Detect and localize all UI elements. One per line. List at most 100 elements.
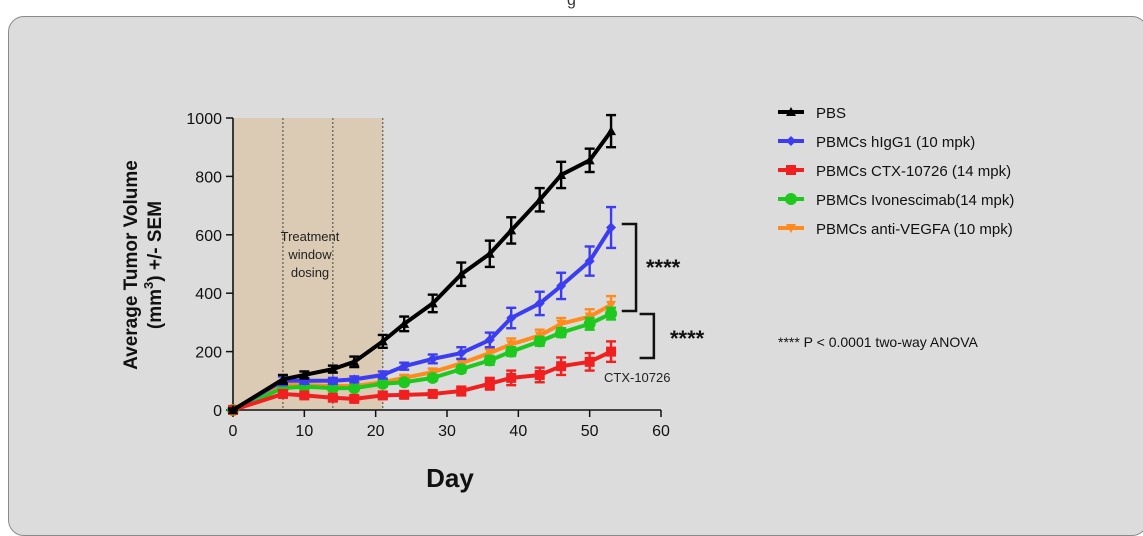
data-point: [348, 382, 361, 395]
data-point: [484, 378, 495, 389]
x-tick-label-10: 10: [295, 423, 313, 440]
data-point: [327, 375, 338, 386]
data-point: [605, 307, 618, 320]
y-tick-label-200: 200: [195, 345, 222, 362]
data-point: [399, 389, 410, 400]
y-tick-label-0: 0: [213, 403, 222, 420]
data-point: [326, 382, 339, 395]
data-point: [399, 318, 410, 328]
y-tick-label-1000: 1000: [186, 111, 222, 128]
data-point: [606, 300, 617, 310]
significance-upper: ****: [646, 255, 681, 280]
legend-label: PBMCs CTX-10726 (14 mpk): [816, 163, 1011, 180]
data-point: [533, 335, 546, 348]
legend-label: PBS: [816, 105, 846, 122]
data-point: [506, 340, 517, 350]
ctx-10726-label: CTX-10726: [604, 370, 670, 385]
legend-item-3: PBMCs Ivonescimab(14 mpk): [778, 192, 1014, 209]
data-point: [349, 356, 360, 366]
treatment-window-label-1: Treatment: [281, 229, 340, 244]
data-point: [327, 392, 338, 403]
data-point: [427, 388, 438, 399]
data-point: [534, 298, 545, 309]
data-point: [556, 280, 567, 291]
legend-item-4: PBMCs anti-VEGFA (10 mpk): [778, 221, 1013, 238]
data-point: [349, 393, 360, 404]
y-axis-label-line1: Average Tumor Volume: [121, 160, 142, 370]
x-tick-label-20: 20: [367, 423, 385, 440]
series-2: [228, 340, 617, 415]
series-1: [228, 205, 617, 415]
y-tick-label-600: 600: [195, 228, 222, 245]
data-point: [377, 369, 388, 380]
y-tick-label-800: 800: [195, 169, 222, 186]
data-point: [299, 390, 310, 401]
data-point: [377, 390, 388, 401]
significance-bracket-lower: [639, 312, 656, 360]
legend: PBS PBMCs hIgG1 (10 mpk) PBMCs CTX-10726 (…: [778, 105, 1014, 238]
y-tick-label-400: 400: [195, 286, 222, 303]
legend-swatch-marker: [786, 224, 796, 233]
data-point: [455, 363, 468, 376]
legend-item-1: PBMCs hIgG1 (10 mpk): [778, 134, 975, 151]
data-point: [556, 319, 567, 329]
data-point: [456, 269, 467, 279]
data-point: [505, 345, 518, 358]
x-tick-label-50: 50: [581, 423, 599, 440]
data-point: [427, 353, 438, 364]
legend-swatch-marker: [785, 193, 797, 205]
data-point: [277, 388, 288, 399]
data-point: [299, 369, 310, 379]
data-point: [456, 386, 467, 397]
treatment-window-label-2: window: [287, 247, 332, 262]
data-point: [556, 169, 567, 179]
data-point: [606, 126, 617, 136]
x-tick-label-40: 40: [509, 423, 527, 440]
data-point: [506, 313, 517, 324]
legend-swatch-marker: [786, 165, 796, 175]
data-point: [483, 354, 496, 367]
data-point: [484, 334, 495, 345]
legend-item-2: PBMCs CTX-10726 (14 mpk): [778, 163, 1011, 180]
data-point: [456, 348, 467, 359]
data-point: [606, 222, 617, 233]
data-point: [534, 194, 545, 204]
data-point: [427, 298, 438, 308]
data-point: [484, 248, 495, 258]
data-point: [327, 364, 338, 374]
y-axis-label: Average Tumor Volume (mm3) +/- SEM: [121, 160, 166, 370]
top-caption: g: [567, 0, 576, 9]
data-point: [506, 372, 517, 383]
legend-label: PBMCs hIgG1 (10 mpk): [816, 134, 975, 151]
x-tick-label-0: 0: [229, 423, 238, 440]
data-point: [606, 346, 617, 357]
data-point: [555, 326, 568, 339]
data-point: [426, 371, 439, 384]
treatment-window-region: [233, 118, 383, 410]
data-point: [484, 349, 495, 359]
x-tick-label-30: 30: [438, 423, 456, 440]
data-point: [583, 317, 596, 330]
series-0: [228, 113, 617, 414]
series-3: [227, 306, 618, 416]
significance-bracket-upper: [621, 222, 638, 313]
data-point: [277, 374, 288, 384]
y-axis-label-line2: (mm3) +/- SEM: [141, 201, 166, 329]
data-point: [377, 336, 388, 346]
significance-lower: ****: [670, 326, 705, 351]
data-point: [556, 361, 567, 372]
data-point: [584, 256, 595, 267]
stats-note: **** P < 0.0001 two-way ANOVA: [778, 334, 979, 350]
data-point: [376, 377, 389, 390]
data-point: [398, 376, 411, 389]
legend-label: PBMCs Ivonescimab(14 mpk): [816, 192, 1014, 209]
data-point: [399, 361, 410, 372]
data-point: [228, 405, 238, 414]
data-point: [584, 356, 595, 367]
treatment-window-label-3: dosing: [291, 265, 329, 280]
x-axis-label: Day: [426, 463, 474, 493]
data-point: [534, 369, 545, 380]
x-tick-label-60: 60: [652, 423, 670, 440]
